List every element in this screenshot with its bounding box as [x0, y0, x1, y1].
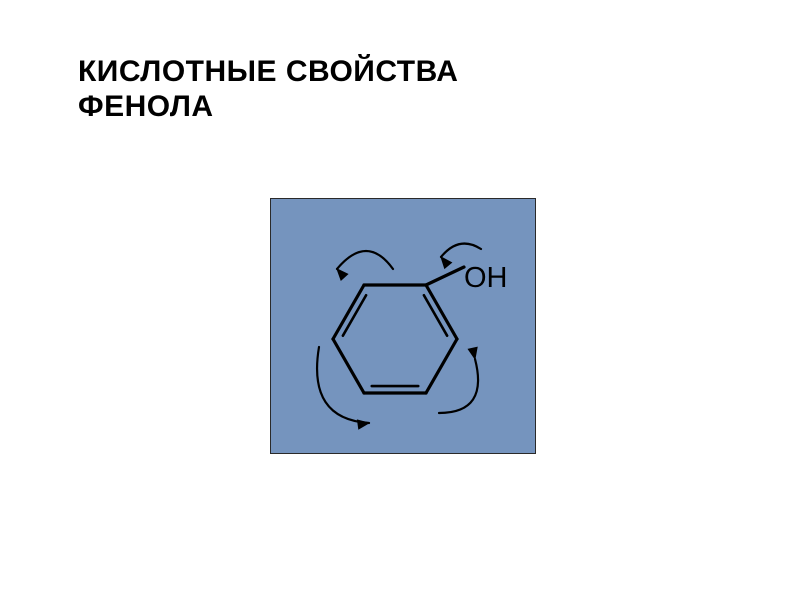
diagram-box: OH — [270, 198, 536, 454]
title-line-2: ФЕНОЛА — [78, 90, 458, 125]
title-line-1: КИСЛОТНЫЕ СВОЙСТВА — [78, 55, 458, 90]
slide-title: КИСЛОТНЫЕ СВОЙСТВА ФЕНОЛА — [78, 55, 458, 124]
oh-label: OH — [464, 262, 508, 295]
phenol-structure-svg — [271, 199, 537, 455]
